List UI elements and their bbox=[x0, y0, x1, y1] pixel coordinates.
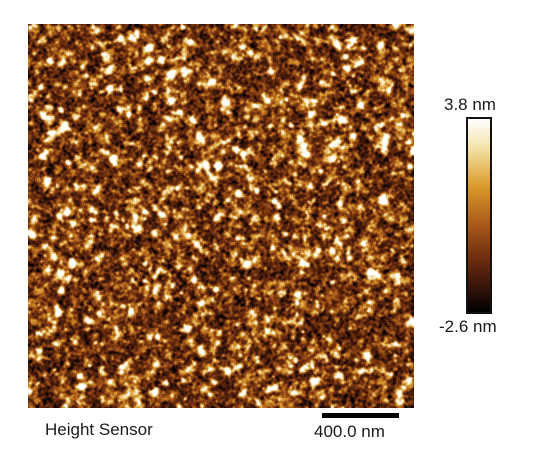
colorbar-min-label: -2.6 nm bbox=[439, 317, 497, 336]
channel-label: Height Sensor bbox=[45, 420, 153, 439]
afm-height-image bbox=[28, 24, 414, 408]
height-colorbar bbox=[466, 117, 492, 314]
scale-bar bbox=[322, 413, 399, 418]
scale-bar-label: 400.0 nm bbox=[314, 422, 385, 441]
colorbar-max-label: 3.8 nm bbox=[444, 95, 496, 114]
